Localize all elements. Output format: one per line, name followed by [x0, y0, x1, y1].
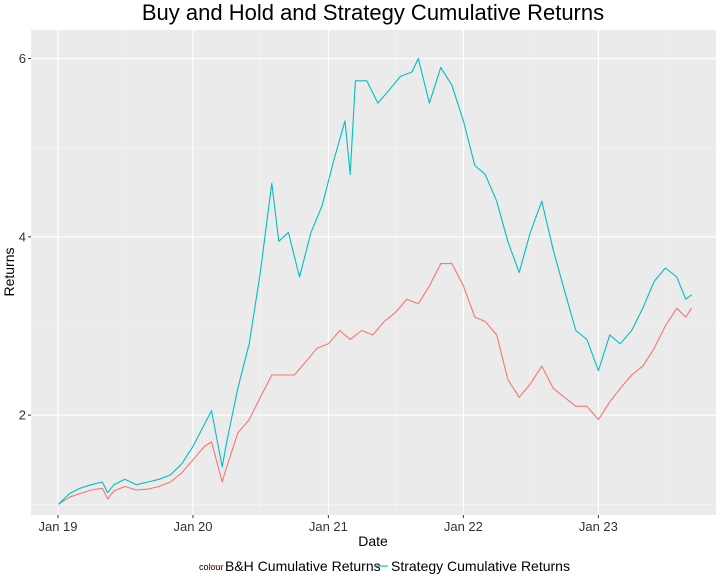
major-gridlines	[31, 30, 716, 515]
y-axis: 2 4 6	[19, 51, 31, 423]
x-tick-label: Jan 22	[444, 519, 483, 534]
x-tick-label: Jan 19	[38, 519, 77, 534]
legend-label-strategy: Strategy Cumulative Returns	[391, 558, 570, 574]
legend: colour B&H Cumulative Returns Strategy C…	[199, 558, 570, 574]
series-line-bh	[58, 263, 693, 505]
y-tick-label: 2	[19, 408, 26, 423]
x-axis: Jan 19 Jan 20 Jan 21 Jan 22 Jan 23	[38, 515, 618, 534]
series-line-strategy	[58, 57, 692, 505]
legend-title: colour	[199, 562, 224, 572]
x-tick-label: Jan 20	[173, 519, 212, 534]
y-tick-label: 4	[19, 229, 26, 244]
y-tick-label: 6	[19, 51, 26, 66]
x-tick-label: Jan 21	[309, 519, 348, 534]
y-axis-title: Returns	[1, 247, 17, 296]
legend-label-bh: B&H Cumulative Returns	[225, 558, 381, 574]
x-tick-label: Jan 23	[579, 519, 618, 534]
series-lines	[58, 57, 693, 505]
chart-title: Buy and Hold and Strategy Cumulative Ret…	[142, 0, 604, 25]
x-axis-title: Date	[358, 533, 388, 549]
plot-panel	[31, 30, 716, 515]
